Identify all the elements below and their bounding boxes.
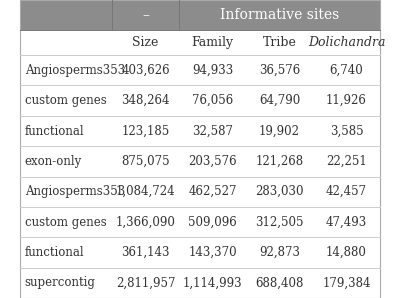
Text: 203,576: 203,576 [188, 155, 237, 168]
Text: 32,587: 32,587 [192, 125, 233, 137]
Text: 312,505: 312,505 [255, 216, 304, 229]
Text: 76,056: 76,056 [192, 94, 233, 107]
Text: 14,880: 14,880 [326, 246, 367, 259]
Text: 283,030: 283,030 [255, 185, 304, 198]
Text: functional: functional [25, 125, 84, 137]
Text: 509,096: 509,096 [188, 216, 237, 229]
Text: supercontig: supercontig [25, 276, 96, 289]
Bar [20, 237, 380, 268]
Text: Family: Family [192, 36, 234, 49]
Text: 179,384: 179,384 [322, 276, 371, 289]
Text: 123,185: 123,185 [122, 125, 170, 137]
Text: custom genes: custom genes [25, 216, 106, 229]
Text: 1,084,724: 1,084,724 [116, 185, 175, 198]
Text: 875,075: 875,075 [121, 155, 170, 168]
Bar [20, 268, 380, 298]
Text: 92,873: 92,873 [259, 246, 300, 259]
Text: Size: Size [132, 36, 159, 49]
Text: 6,740: 6,740 [330, 64, 363, 77]
Text: 2,811,957: 2,811,957 [116, 276, 175, 289]
Text: 121,268: 121,268 [256, 155, 304, 168]
Text: Tribe: Tribe [262, 36, 296, 49]
Bar [20, 207, 380, 237]
Text: exon-only: exon-only [25, 155, 82, 168]
Text: 42,457: 42,457 [326, 185, 367, 198]
Bar [20, 30, 380, 55]
Text: –: – [142, 8, 149, 22]
Text: 94,933: 94,933 [192, 64, 233, 77]
Text: Dolichandra: Dolichandra [308, 36, 385, 49]
Bar [20, 146, 380, 176]
Text: 1,114,993: 1,114,993 [183, 276, 242, 289]
Text: 64,790: 64,790 [259, 94, 300, 107]
Text: 22,251: 22,251 [326, 155, 367, 168]
Text: 361,143: 361,143 [121, 246, 170, 259]
Text: 403,626: 403,626 [121, 64, 170, 77]
Bar [20, 116, 380, 146]
Text: 19,902: 19,902 [259, 125, 300, 137]
Text: 11,926: 11,926 [326, 94, 367, 107]
Text: Informative sites: Informative sites [220, 8, 339, 22]
Text: 3,585: 3,585 [330, 125, 363, 137]
Bar [20, 176, 380, 207]
Text: 47,493: 47,493 [326, 216, 367, 229]
Bar [20, 0, 380, 30]
Text: functional: functional [25, 246, 84, 259]
Text: Angiosperms353: Angiosperms353 [25, 64, 125, 77]
Bar [20, 55, 380, 86]
Text: 688,408: 688,408 [255, 276, 304, 289]
Text: Angiosperms353: Angiosperms353 [25, 185, 125, 198]
Text: custom genes: custom genes [25, 94, 106, 107]
Text: 36,576: 36,576 [259, 64, 300, 77]
Text: 143,370: 143,370 [188, 246, 237, 259]
Text: 348,264: 348,264 [121, 94, 170, 107]
Bar [20, 86, 380, 116]
Text: 462,527: 462,527 [188, 185, 237, 198]
Text: 1,366,090: 1,366,090 [116, 216, 176, 229]
